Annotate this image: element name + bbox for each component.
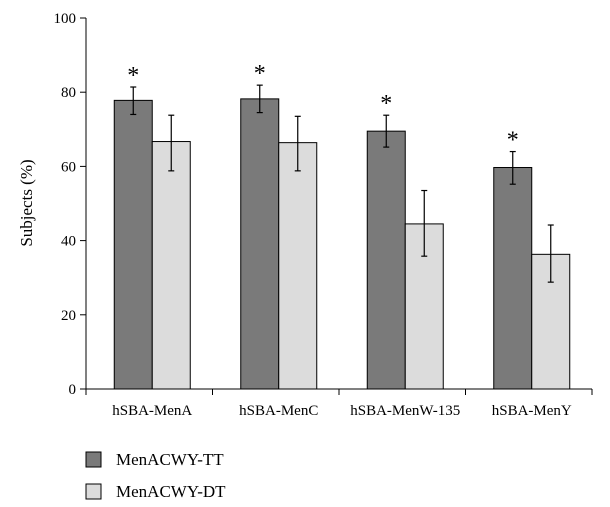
y-tick-label-20: 20 <box>61 308 76 324</box>
legend: MenACWY-TT MenACWY-DT <box>85 450 226 501</box>
x-tick-label-3: hSBA-MenW-135 <box>350 403 460 419</box>
y-tick-label-40: 40 <box>61 234 76 250</box>
bar-menacwy-tt-2 <box>240 98 280 390</box>
error-bar-menacwy-dt-3 <box>421 189 428 257</box>
x-tick-label-1: hSBA-MenA <box>112 403 192 419</box>
legend-item-menacwy-tt: MenACWY-TT <box>85 450 224 469</box>
legend-swatch-menacwy-dt <box>85 483 102 500</box>
significance-marker-1: * <box>127 63 139 89</box>
y-tick-label-0: 0 <box>69 382 77 398</box>
bar-menacwy-tt-1 <box>113 99 153 390</box>
significance-marker-3: * <box>380 91 392 117</box>
error-bar-menacwy-tt-2 <box>256 84 263 114</box>
error-bar-menacwy-dt-1 <box>168 114 175 172</box>
error-bar-menacwy-tt-1 <box>130 86 137 116</box>
x-tick-label-4: hSBA-MenY <box>492 403 572 419</box>
bar-menacwy-tt-4 <box>493 167 533 390</box>
y-tick-label-60: 60 <box>61 159 76 175</box>
legend-label-menacwy-tt: MenACWY-TT <box>116 450 224 469</box>
error-bar-menacwy-dt-4 <box>547 224 554 283</box>
error-bar-menacwy-dt-2 <box>294 115 301 172</box>
axes-layer: 0 20 40 60 80 100 hSBA-MenA hSBA-MenC hSBA-MenW-… <box>54 11 593 419</box>
significance-marker-4: * <box>507 128 519 154</box>
y-tick-label-100: 100 <box>54 11 77 27</box>
error-bar-menacwy-tt-4 <box>509 150 516 185</box>
bar-menacwy-dt-1 <box>151 141 191 390</box>
error-bar-menacwy-tt-3 <box>383 114 390 148</box>
bar-menacwy-dt-2 <box>278 142 318 390</box>
x-tick-label-2: hSBA-MenC <box>239 403 318 419</box>
legend-item-menacwy-dt: MenACWY-DT <box>85 482 226 501</box>
bars-layer: * * * * <box>113 61 571 390</box>
legend-swatch-menacwy-tt <box>85 451 102 468</box>
y-axis-title: Subjects (%) <box>17 159 36 246</box>
significance-marker-2: * <box>254 61 266 87</box>
legend-label-menacwy-dt: MenACWY-DT <box>116 482 226 501</box>
bar-menacwy-tt-3 <box>366 130 406 390</box>
y-tick-label-80: 80 <box>61 85 76 101</box>
